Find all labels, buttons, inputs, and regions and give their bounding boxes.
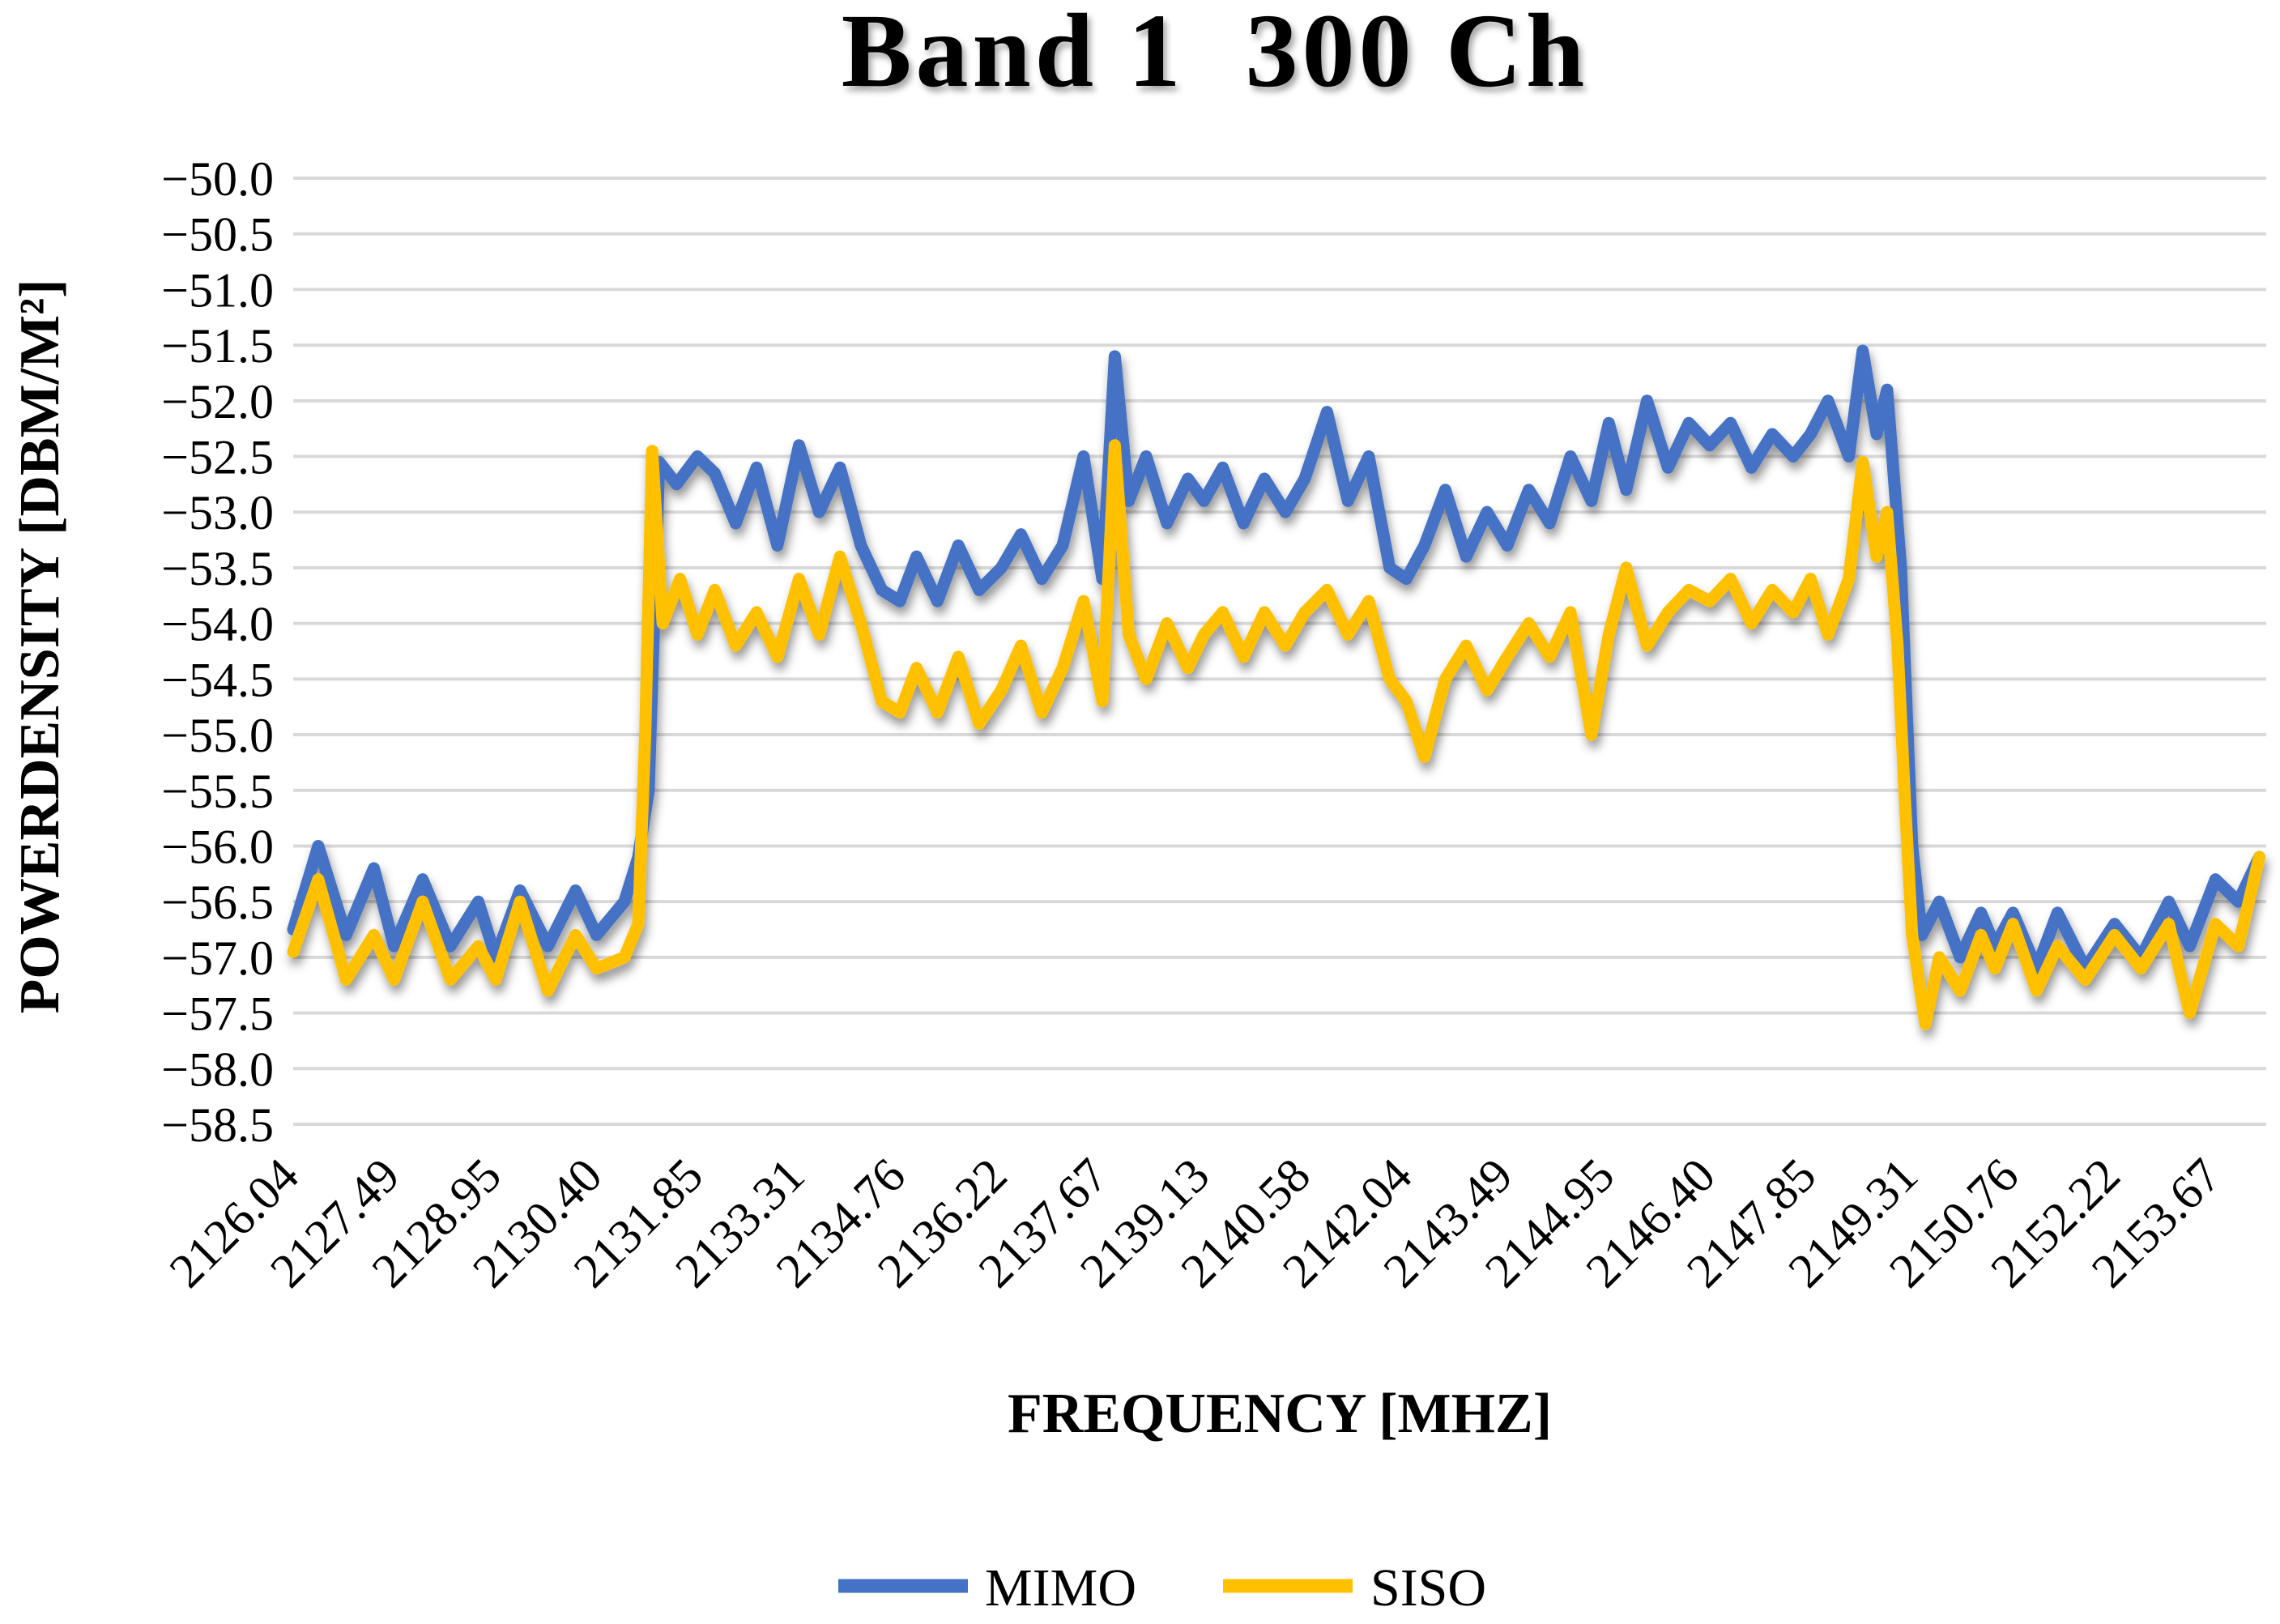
- y-tick-label: −56.0: [161, 820, 274, 873]
- legend-label-siso: SISO: [1370, 1558, 1486, 1618]
- y-tick-label: −53.0: [161, 486, 274, 539]
- chart-title: Band 1 300 Ch: [842, 0, 1589, 109]
- y-tick-label: −55.5: [161, 765, 274, 818]
- y-tick-label: −50.0: [161, 152, 274, 206]
- y-tick-label: −51.5: [161, 319, 274, 373]
- y-tick-label: −50.5: [161, 208, 274, 262]
- y-tick-label: −52.5: [161, 431, 274, 484]
- y-tick-label: −51.0: [161, 263, 274, 317]
- legend-item-mimo: MIMO: [838, 1558, 1136, 1618]
- legend-label-mimo: MIMO: [985, 1558, 1136, 1618]
- y-tick-label: −58.5: [161, 1098, 274, 1152]
- y-tick-label: −54.0: [161, 598, 274, 651]
- series-lines: [287, 344, 2265, 1030]
- y-tick-label: −55.0: [161, 709, 274, 762]
- y-axis-label: POWERDENSITY [DBM/M²]: [9, 279, 71, 1014]
- y-tick-label: −57.5: [161, 987, 274, 1041]
- legend-item-siso: SISO: [1223, 1558, 1486, 1618]
- series-line-mimo: [287, 344, 2265, 975]
- y-tick-label: −57.0: [161, 931, 274, 985]
- series-line-siso: [287, 439, 2265, 1030]
- y-tick-label: −52.0: [161, 375, 274, 428]
- gridlines: [293, 177, 2266, 1126]
- y-tick-label: −56.5: [161, 876, 274, 929]
- y-tick-label: −58.0: [161, 1042, 274, 1096]
- legend: MIMO SISO: [838, 1558, 1486, 1618]
- y-tick-label: −54.5: [161, 653, 274, 706]
- y-axis-ticks: −50.0−50.5−51.0−51.5−52.0−52.5−53.0−53.5…: [161, 152, 274, 1152]
- x-axis-ticks: 2126.042127.492128.952130.402131.852133.…: [160, 1149, 2231, 1298]
- x-axis-label: FREQUENCY [MHZ]: [1008, 1383, 1552, 1445]
- y-tick-label: −53.5: [161, 542, 274, 595]
